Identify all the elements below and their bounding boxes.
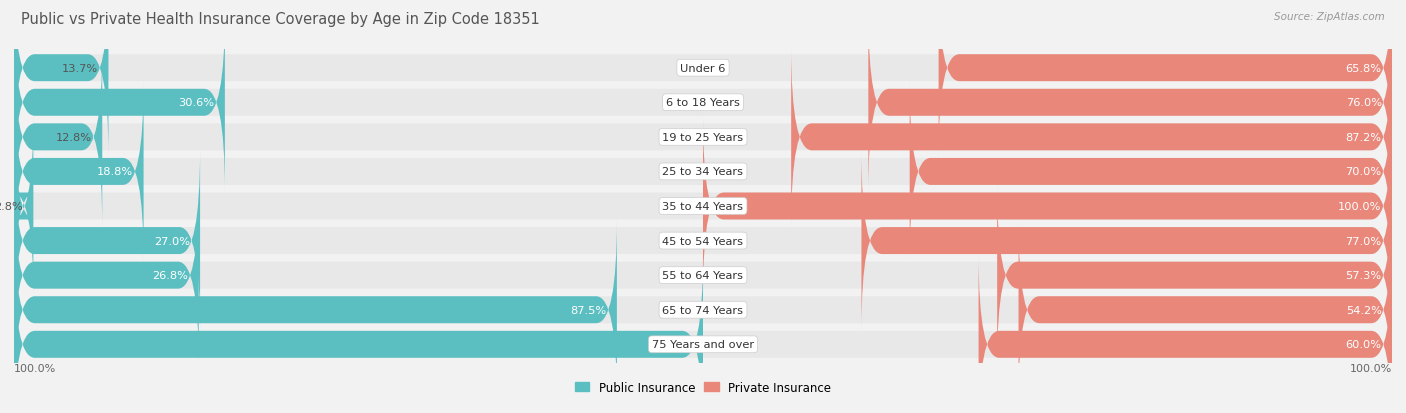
Text: 100.0%: 100.0% bbox=[1339, 202, 1382, 211]
Text: 65 to 74 Years: 65 to 74 Years bbox=[662, 305, 744, 315]
FancyBboxPatch shape bbox=[14, 0, 108, 159]
Text: 100.0%: 100.0% bbox=[650, 339, 693, 349]
Text: 19 to 25 Years: 19 to 25 Years bbox=[662, 133, 744, 142]
Text: 57.3%: 57.3% bbox=[1346, 271, 1382, 280]
Text: Source: ZipAtlas.com: Source: ZipAtlas.com bbox=[1274, 12, 1385, 22]
Text: 70.0%: 70.0% bbox=[1346, 167, 1382, 177]
FancyBboxPatch shape bbox=[14, 0, 1392, 159]
FancyBboxPatch shape bbox=[14, 151, 200, 331]
Text: 45 to 54 Years: 45 to 54 Years bbox=[662, 236, 744, 246]
FancyBboxPatch shape bbox=[1018, 220, 1392, 400]
FancyBboxPatch shape bbox=[979, 254, 1392, 413]
Text: 2.8%: 2.8% bbox=[0, 202, 22, 211]
Text: 13.7%: 13.7% bbox=[62, 64, 98, 74]
Text: 100.0%: 100.0% bbox=[14, 363, 56, 373]
Text: 100.0%: 100.0% bbox=[1350, 363, 1392, 373]
FancyBboxPatch shape bbox=[997, 185, 1392, 366]
FancyBboxPatch shape bbox=[13, 116, 35, 297]
FancyBboxPatch shape bbox=[14, 151, 1392, 331]
Text: 30.6%: 30.6% bbox=[179, 98, 215, 108]
FancyBboxPatch shape bbox=[862, 151, 1392, 331]
FancyBboxPatch shape bbox=[14, 82, 1392, 262]
Text: Public vs Private Health Insurance Coverage by Age in Zip Code 18351: Public vs Private Health Insurance Cover… bbox=[21, 12, 540, 27]
FancyBboxPatch shape bbox=[14, 47, 103, 228]
FancyBboxPatch shape bbox=[14, 254, 1392, 413]
FancyBboxPatch shape bbox=[14, 254, 703, 413]
FancyBboxPatch shape bbox=[939, 0, 1392, 159]
FancyBboxPatch shape bbox=[14, 47, 1392, 228]
Text: 87.5%: 87.5% bbox=[571, 305, 606, 315]
Text: 25 to 34 Years: 25 to 34 Years bbox=[662, 167, 744, 177]
Text: 76.0%: 76.0% bbox=[1346, 98, 1382, 108]
FancyBboxPatch shape bbox=[14, 13, 1392, 193]
FancyBboxPatch shape bbox=[14, 185, 1392, 366]
Text: 54.2%: 54.2% bbox=[1346, 305, 1382, 315]
Text: 27.0%: 27.0% bbox=[153, 236, 190, 246]
Text: 35 to 44 Years: 35 to 44 Years bbox=[662, 202, 744, 211]
FancyBboxPatch shape bbox=[703, 116, 1392, 297]
FancyBboxPatch shape bbox=[792, 47, 1392, 228]
Text: 60.0%: 60.0% bbox=[1346, 339, 1382, 349]
Text: 65.8%: 65.8% bbox=[1346, 64, 1382, 74]
FancyBboxPatch shape bbox=[869, 13, 1392, 193]
Text: 6 to 18 Years: 6 to 18 Years bbox=[666, 98, 740, 108]
Text: 26.8%: 26.8% bbox=[152, 271, 188, 280]
FancyBboxPatch shape bbox=[910, 82, 1392, 262]
Text: 75 Years and over: 75 Years and over bbox=[652, 339, 754, 349]
Legend: Public Insurance, Private Insurance: Public Insurance, Private Insurance bbox=[571, 376, 835, 399]
Text: 18.8%: 18.8% bbox=[97, 167, 134, 177]
Text: Under 6: Under 6 bbox=[681, 64, 725, 74]
FancyBboxPatch shape bbox=[14, 220, 1392, 400]
Text: 77.0%: 77.0% bbox=[1346, 236, 1382, 246]
Text: 55 to 64 Years: 55 to 64 Years bbox=[662, 271, 744, 280]
Text: 87.2%: 87.2% bbox=[1346, 133, 1382, 142]
FancyBboxPatch shape bbox=[14, 185, 198, 366]
FancyBboxPatch shape bbox=[14, 13, 225, 193]
FancyBboxPatch shape bbox=[14, 82, 143, 262]
FancyBboxPatch shape bbox=[14, 220, 617, 400]
Text: 12.8%: 12.8% bbox=[56, 133, 91, 142]
FancyBboxPatch shape bbox=[14, 116, 1392, 297]
